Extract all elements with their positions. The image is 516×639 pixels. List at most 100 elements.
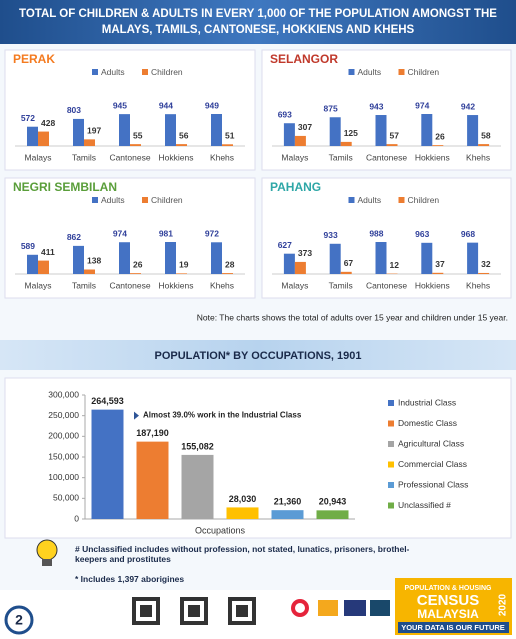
annotation: Almost 39.0% work in the Industrial Clas… — [143, 411, 302, 420]
bar — [73, 118, 84, 146]
bar — [478, 272, 490, 274]
value-label: 963 — [415, 229, 429, 239]
category-label: Tamils — [72, 280, 96, 290]
legend-swatch — [92, 69, 98, 75]
legend-label: Commercial Class — [398, 459, 467, 469]
legend-label: Agricultural Class — [398, 438, 464, 448]
value-label: 56 — [179, 130, 189, 140]
legend-swatch — [92, 197, 98, 203]
category-label: Malays — [281, 280, 308, 290]
bar — [136, 441, 169, 519]
category-label: Cantonese — [109, 280, 150, 290]
legend-label: Adults — [101, 67, 125, 77]
header-title: MALAYS, TAMILS, CANTONESE, HOKKIENS AND … — [102, 24, 415, 36]
legend-label: Adults — [358, 67, 382, 77]
legend-swatch — [388, 502, 394, 509]
bar — [271, 510, 304, 519]
bar — [176, 273, 187, 274]
slogan-band — [398, 622, 509, 633]
legend-swatch — [142, 197, 148, 203]
bar — [84, 269, 95, 274]
legend-swatch — [348, 69, 355, 75]
bar — [375, 115, 387, 146]
bar — [467, 115, 479, 146]
category-label: Malays — [25, 280, 52, 290]
header-band — [0, 0, 516, 44]
value-label: 32 — [481, 259, 491, 269]
category-label: Hokkiens — [415, 152, 450, 162]
value-label: 949 — [205, 100, 219, 110]
bar — [38, 260, 49, 274]
category-label: Khehs — [210, 280, 234, 290]
bar — [84, 139, 95, 146]
category-label: Tamils — [329, 152, 353, 162]
legend-label: Industrial Class — [398, 397, 456, 407]
bar — [222, 144, 233, 146]
annotation-arrow — [134, 411, 139, 420]
value-label: 411 — [41, 247, 55, 257]
legend-label: Children — [151, 195, 183, 205]
value-label: 974 — [415, 100, 429, 110]
bar — [421, 114, 433, 146]
header-title: TOTAL OF CHILDREN & ADULTS IN EVERY 1,00… — [19, 8, 497, 20]
value-label: 862 — [67, 232, 81, 242]
value-label: 627 — [278, 240, 292, 250]
category-label: Cantonese — [366, 280, 407, 290]
value-label: 125 — [344, 128, 358, 138]
y-tick-label: 50,000 — [53, 493, 79, 503]
legend-label: Adults — [358, 195, 382, 205]
value-label: 138 — [87, 256, 101, 266]
value-label: 974 — [113, 228, 127, 238]
y-tick-label: 300,000 — [48, 389, 79, 399]
footnote: # Unclassified includes without professi… — [75, 544, 410, 564]
legend-swatch — [388, 461, 394, 468]
bar — [226, 507, 259, 519]
bar — [119, 114, 130, 146]
value-label: 187,190 — [136, 428, 169, 438]
bar — [27, 254, 38, 274]
bar — [181, 454, 214, 519]
page-number: 2 — [15, 612, 23, 628]
chart-panel — [4, 177, 256, 299]
value-label: 37 — [435, 259, 445, 269]
bulb-icon — [36, 539, 58, 561]
value-label: 28 — [225, 259, 235, 269]
bar — [386, 144, 398, 146]
bar — [176, 144, 187, 146]
bar — [119, 242, 130, 274]
bar — [432, 272, 444, 274]
bar — [283, 253, 295, 274]
bar — [329, 243, 341, 274]
value-label: 572 — [21, 113, 35, 123]
legend-label: Adults — [101, 195, 125, 205]
legend-swatch — [398, 197, 405, 203]
value-label: 307 — [298, 122, 312, 132]
chart-panel — [261, 49, 512, 171]
y-tick-label: 0 — [74, 513, 79, 523]
value-label: 67 — [344, 258, 354, 268]
chart-panel — [261, 177, 512, 299]
value-label: 19 — [179, 260, 189, 270]
bar — [130, 144, 141, 146]
bar — [375, 242, 387, 274]
chart-panel — [4, 49, 256, 171]
page-badge — [4, 605, 34, 635]
chart-title: PAHANG — [270, 180, 321, 194]
chart-title: PERAK — [13, 52, 55, 66]
bar — [165, 114, 176, 146]
y-tick-label: 200,000 — [48, 431, 79, 441]
value-label: 21,360 — [274, 497, 302, 507]
value-label: 933 — [324, 230, 338, 240]
legend-swatch — [142, 69, 148, 75]
bar — [73, 245, 84, 274]
bar — [38, 131, 49, 146]
census-slogan: YOUR DATA IS OUR FUTURE — [401, 623, 505, 632]
category-label: Hokkiens — [159, 152, 194, 162]
category-label: Hokkiens — [159, 280, 194, 290]
bar — [432, 145, 444, 146]
category-label: Tamils — [72, 152, 96, 162]
value-label: 943 — [369, 101, 383, 111]
value-label: 988 — [369, 228, 383, 238]
